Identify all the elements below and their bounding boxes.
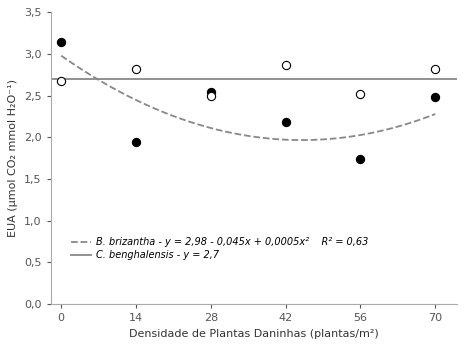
Point xyxy=(432,95,439,100)
Point xyxy=(282,62,289,68)
X-axis label: Densidade de Plantas Daninhas (plantas/m²): Densidade de Plantas Daninhas (plantas/m… xyxy=(129,329,379,339)
Legend: B. brizantha - y = 2,98 - 0,045x + 0,0005x²    R² = 0,63, C. benghalensis - y = : B. brizantha - y = 2,98 - 0,045x + 0,000… xyxy=(67,234,372,264)
Point xyxy=(282,120,289,125)
Point xyxy=(207,89,214,94)
Point xyxy=(357,91,364,97)
Y-axis label: EUA (μmol CO₂ mmol H₂O⁻¹): EUA (μmol CO₂ mmol H₂O⁻¹) xyxy=(8,79,18,237)
Point xyxy=(58,78,65,84)
Point xyxy=(58,39,65,44)
Point xyxy=(432,66,439,72)
Point xyxy=(133,139,140,145)
Point xyxy=(357,156,364,162)
Point xyxy=(133,66,140,72)
Point xyxy=(207,93,214,99)
